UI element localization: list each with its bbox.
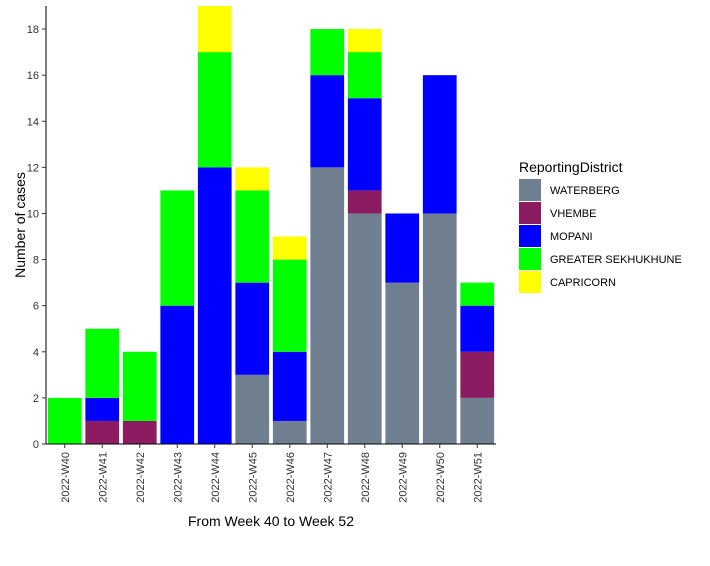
x-tick-label: 2022-W40 (60, 452, 72, 503)
x-tick-label: 2022-W43 (172, 452, 184, 503)
bar-segment-2022-w44-mopani (197, 167, 232, 445)
bar-segment-2022-w46-waterberg (272, 420, 307, 444)
bar-segment-2022-w49-mopani (385, 213, 420, 283)
bar-segment-2022-w48-greater-sekhukhune (347, 52, 382, 99)
bar-segment-2022-w51-vhembe (460, 351, 495, 398)
bar-segment-2022-w48-capricorn (347, 29, 382, 53)
bar-segment-2022-w46-greater-sekhukhune (272, 259, 307, 352)
y-axis-title: Number of cases (12, 172, 28, 278)
legend-swatch-vhembe (519, 202, 541, 224)
x-tick-label: 2022-W49 (397, 452, 409, 503)
bar-segment-2022-w46-mopani (272, 351, 307, 421)
bar-segment-2022-w47-mopani (310, 75, 345, 168)
bar-segment-2022-w48-vhembe (347, 190, 382, 214)
bar-segment-2022-w44-capricorn (197, 6, 232, 53)
bar-segment-2022-w46-capricorn (272, 236, 307, 260)
y-tick-label: 14 (27, 116, 39, 128)
y-tick-label: 10 (27, 208, 39, 220)
legend-title: ReportingDistrict (519, 159, 623, 175)
bar-segment-2022-w47-greater-sekhukhune (310, 29, 345, 76)
x-tick-label: 2022-W46 (285, 452, 297, 503)
bar-segment-2022-w51-waterberg (460, 397, 495, 444)
legend-swatch-mopani (519, 225, 541, 247)
bar-segment-2022-w50-waterberg (422, 213, 457, 444)
legend-swatch-greater-sekhukhune (519, 248, 541, 270)
x-tick-label: 2022-W41 (97, 452, 109, 503)
legend-label-waterberg: WATERBERG (550, 185, 620, 197)
bar-segment-2022-w40-greater-sekhukhune (47, 397, 82, 444)
legend: ReportingDistrict WATERBERG VHEMBE MOPANI G… (519, 159, 682, 293)
bar-segment-2022-w42-vhembe (122, 420, 157, 444)
x-tick-label: 2022-W44 (210, 452, 222, 503)
y-tick-label: 4 (33, 347, 39, 359)
x-axis-title: From Week 40 to Week 52 (188, 513, 354, 529)
legend-swatch-waterberg (519, 179, 541, 201)
bar-segment-2022-w44-greater-sekhukhune (197, 52, 232, 168)
x-tick-label: 2022-W51 (472, 452, 484, 503)
bar-segment-2022-w51-greater-sekhukhune (460, 282, 495, 306)
bar-segment-2022-w41-greater-sekhukhune (85, 328, 120, 398)
bar-segment-2022-w51-mopani (460, 305, 495, 352)
bar-segment-2022-w50-mopani (422, 75, 457, 214)
x-tick-label: 2022-W50 (435, 452, 447, 503)
y-tick-label: 12 (27, 162, 39, 174)
x-tick-label: 2022-W42 (135, 452, 147, 503)
legend-label-mopani: MOPANI (550, 231, 593, 243)
bar-segment-2022-w49-waterberg (385, 282, 420, 444)
bar-segment-2022-w42-greater-sekhukhune (122, 351, 157, 421)
bar-segment-2022-w48-mopani (347, 98, 382, 191)
x-axis-ticks: 2022-W40 2022-W41 2022-W42 2022-W43 2022-W44… (60, 444, 484, 503)
bar-segment-2022-w48-waterberg (347, 213, 382, 444)
legend-label-capricorn: CAPRICORN (550, 277, 616, 289)
x-tick-label: 2022-W47 (322, 452, 334, 503)
x-tick-label: 2022-W48 (360, 452, 372, 503)
legend-label-greater-sekhukhune: GREATER SEKHUKHUNE (550, 254, 682, 266)
y-tick-label: 8 (33, 255, 39, 267)
bar-segment-2022-w43-mopani (160, 305, 195, 444)
bar-segment-2022-w45-greater-sekhukhune (235, 190, 270, 283)
bar-segment-2022-w43-greater-sekhukhune (160, 190, 195, 306)
y-axis-ticks: 0 2 4 6 8 10 12 14 16 18 (27, 24, 46, 451)
y-tick-label: 0 (33, 439, 39, 451)
bars-layer (47, 6, 495, 445)
y-tick-label: 6 (33, 301, 39, 313)
bar-segment-2022-w41-mopani (85, 397, 120, 421)
y-tick-label: 2 (33, 393, 39, 405)
bar-segment-2022-w47-waterberg (310, 167, 345, 445)
legend-label-vhembe: VHEMBE (550, 208, 596, 220)
bar-segment-2022-w45-capricorn (235, 167, 270, 191)
legend-items: WATERBERG VHEMBE MOPANI GREATER SEKHUKHUNE C… (519, 179, 682, 293)
bar-segment-2022-w45-mopani (235, 282, 270, 375)
x-tick-label: 2022-W45 (247, 452, 259, 503)
legend-swatch-capricorn (519, 271, 541, 293)
y-tick-label: 18 (27, 24, 39, 36)
y-tick-label: 16 (27, 70, 39, 82)
bar-segment-2022-w41-vhembe (85, 420, 120, 444)
bar-segment-2022-w45-waterberg (235, 374, 270, 444)
